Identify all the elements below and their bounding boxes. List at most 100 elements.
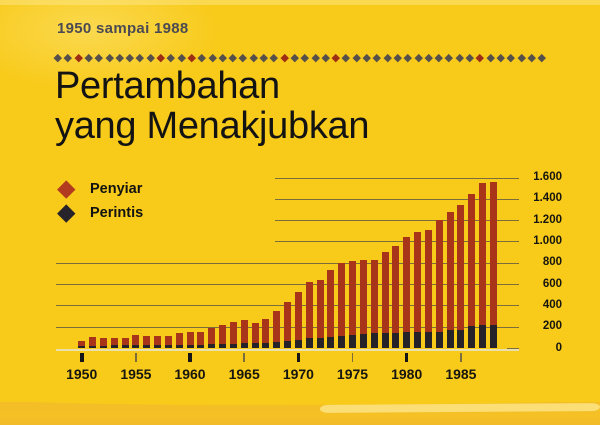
bar-perintis-1984	[446, 330, 454, 348]
bar-perintis-1969	[284, 340, 291, 348]
bar-penyiar-1984	[446, 211, 454, 348]
bar-penyiar-1965	[240, 319, 248, 348]
bar-penyiar-1978	[381, 252, 389, 348]
y-axis-label-0: 0	[555, 341, 562, 354]
legend-label-penyiar: Penyiar	[90, 181, 143, 197]
bar-penyiar-1983	[435, 220, 443, 348]
bar-perintis-1958	[164, 345, 172, 348]
bar-perintis-1956	[143, 345, 151, 348]
y-axis-label-1600: 1.600	[533, 171, 562, 183]
bar-perintis-1968	[273, 341, 281, 348]
page-title-line2: yang Menakjubkan	[55, 105, 370, 147]
bar-penyiar-1981	[414, 231, 421, 348]
bar-penyiar-1950	[78, 341, 86, 348]
x-tick-minor-1975	[351, 353, 354, 362]
bar-penyiar-1988	[489, 182, 497, 348]
bar-perintis-1950	[78, 345, 86, 348]
bar-penyiar-1972	[316, 280, 324, 348]
bar-perintis-1970	[294, 339, 302, 348]
bar-perintis-1957	[154, 345, 161, 348]
gridline-1400	[275, 198, 519, 200]
bar-perintis-1960	[186, 344, 194, 348]
bar-penyiar-1974	[338, 262, 346, 349]
bar-penyiar-1957	[154, 336, 161, 348]
y-axis-label-1400: 1.400	[533, 192, 562, 205]
bar-perintis-1952	[99, 345, 107, 348]
gridline-600	[56, 284, 519, 286]
bar-perintis-1954	[121, 345, 129, 348]
x-tick-minor-1955	[135, 353, 137, 362]
x-axis-label-1980: 1980	[391, 366, 423, 382]
y-axis-label-600: 600	[542, 277, 562, 290]
bar-perintis-1975	[349, 335, 356, 348]
bar-penyiar-1959	[175, 332, 183, 348]
bar-penyiar-1971	[305, 281, 313, 348]
bar-perintis-1978	[381, 333, 389, 348]
bar-perintis-1953	[110, 345, 118, 348]
bar-penyiar-1982	[424, 229, 432, 348]
bar-penyiar-1980	[403, 236, 411, 348]
bar-penyiar-1963	[219, 325, 226, 348]
y-axis-label-1000: 1.000	[533, 234, 562, 247]
x-axis-label-1955: 1955	[120, 366, 152, 382]
bar-perintis-1979	[392, 333, 400, 348]
bar-penyiar-1953	[110, 337, 118, 348]
bar-perintis-1985	[457, 330, 465, 348]
chart-subtitle: 1950 sampai 1988	[57, 20, 189, 37]
bar-perintis-1951	[89, 345, 96, 348]
gridline-1200	[275, 220, 519, 222]
paper-texture	[0, 0, 220, 90]
gridline-800	[56, 262, 519, 264]
y-axis-label-400: 400	[542, 298, 562, 311]
x-axis-label-1975: 1975	[336, 366, 369, 382]
bar-perintis-1962	[208, 344, 216, 348]
bar-perintis-1977	[370, 333, 378, 348]
x-tick-major-1950	[80, 353, 84, 362]
bar-perintis-1983	[435, 332, 443, 348]
y-axis-label-800: 800	[542, 256, 562, 269]
x-axis-label-1950: 1950	[66, 366, 98, 382]
bar-perintis-1967	[262, 342, 270, 348]
bar-penyiar-1958	[164, 336, 172, 348]
x-axis-label-1985: 1985	[445, 366, 477, 382]
bar-perintis-1973	[327, 337, 335, 348]
x-axis-label-1965: 1965	[228, 366, 260, 382]
y-axis-label-1200: 1.200	[533, 213, 562, 226]
x-axis-label-1960: 1960	[174, 366, 206, 382]
bar-penyiar-1985	[457, 204, 465, 348]
bar-perintis-1976	[359, 333, 367, 348]
bar-perintis-1959	[175, 344, 183, 348]
bar-perintis-1972	[316, 337, 324, 348]
bar-perintis-1988	[489, 324, 497, 348]
bar-perintis-1971	[305, 338, 313, 348]
bar-penyiar-1977	[370, 260, 378, 348]
bar-penyiar-1952	[99, 338, 107, 348]
gridline-1000	[275, 241, 519, 243]
bar-perintis-1981	[414, 332, 421, 348]
page-top-edge	[0, 0, 600, 5]
gridline-0-dash	[507, 348, 519, 349]
bar-penyiar-1967	[262, 319, 270, 348]
bar-penyiar-1964	[229, 321, 237, 348]
bar-perintis-1961	[197, 344, 205, 348]
x-axis-baseline	[56, 348, 519, 351]
page-bottom-band-wave	[0, 399, 600, 405]
page-title-line1: Pertambahan	[55, 65, 280, 107]
page-title: Pertambahan yang Menakjubkan	[55, 65, 370, 147]
bar-penyiar-1960	[186, 331, 194, 348]
bar-penyiar-1961	[197, 331, 205, 348]
x-tick-major-1980	[404, 353, 409, 362]
bar-perintis-1965	[240, 343, 248, 348]
bar-penyiar-1987	[479, 183, 486, 348]
bar-perintis-1982	[424, 332, 432, 348]
x-tick-major-1960	[188, 353, 192, 362]
bar-perintis-1964	[229, 343, 237, 348]
bar-penyiar-1986	[468, 194, 476, 348]
y-axis-label-200: 200	[542, 320, 562, 333]
x-tick-minor-1985	[460, 353, 462, 362]
x-tick-minor-1965	[243, 353, 245, 362]
bar-penyiar-1976	[359, 260, 367, 348]
bar-perintis-1980	[403, 332, 411, 348]
